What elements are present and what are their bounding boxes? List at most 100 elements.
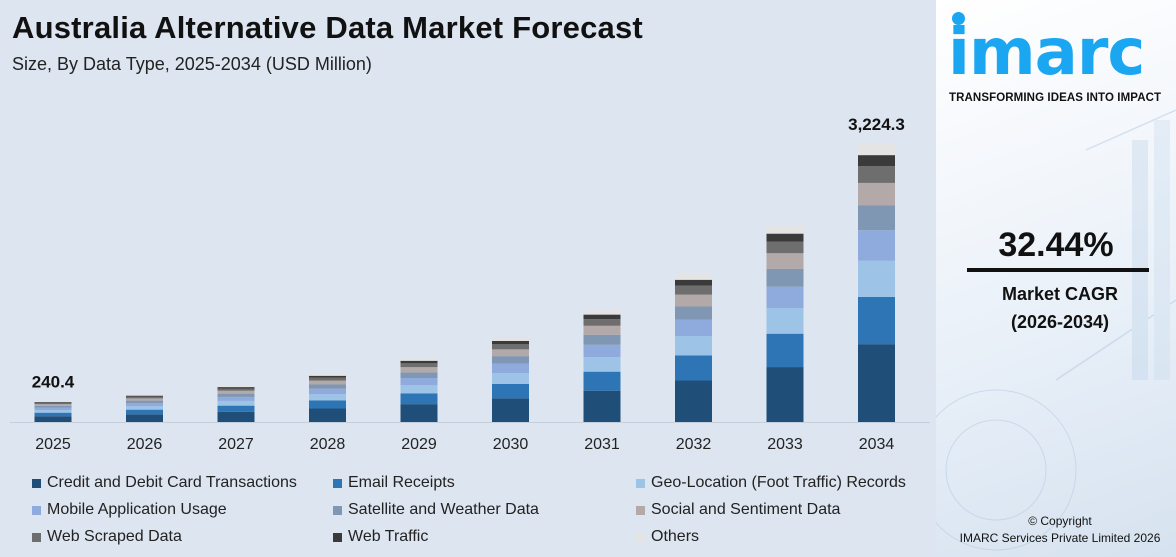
legend-item: Geo-Location (Foot Traffic) Records (636, 474, 906, 492)
copyright-owner: IMARC Services Private Limited 2026 (959, 531, 1161, 545)
bar-segment (583, 357, 621, 372)
x-tick-label: 2028 (310, 436, 346, 453)
bar-segment (217, 396, 255, 401)
bar-segment (492, 349, 529, 357)
bar-segment (400, 358, 438, 361)
bar-segment (583, 334, 621, 345)
bar-segment (675, 285, 712, 295)
legend-item: Satellite and Weather Data (333, 501, 539, 519)
bar-segment (492, 344, 529, 350)
logo-wordmark: imarc (948, 16, 1145, 90)
bar-segment (583, 319, 621, 326)
bar-segment (858, 205, 895, 231)
bar-segment (766, 308, 804, 334)
legend-item: Social and Sentiment Data (636, 501, 840, 519)
bar-segment (583, 390, 621, 422)
bar-segment (126, 406, 163, 410)
x-tick-label: 2030 (493, 436, 529, 453)
bar-segment (766, 233, 804, 242)
bar-segment (217, 400, 255, 406)
bar-segment (675, 279, 712, 286)
bar-segment (858, 296, 895, 345)
bar-segment (858, 166, 895, 183)
legend-label: Social and Sentiment Data (651, 501, 841, 518)
bar-segment (34, 405, 72, 408)
bar-segment (126, 400, 163, 404)
tagline: TRANSFORMING IDEAS INTO IMPACT (949, 92, 1162, 104)
bar-segment (126, 403, 163, 407)
bar-segment (309, 377, 346, 381)
bar-segment (400, 367, 438, 373)
legend-swatch (32, 505, 41, 515)
bar-segment (858, 260, 895, 297)
decorative-background (936, 109, 1176, 551)
bar-segment (217, 411, 255, 422)
bar-segment (34, 402, 72, 405)
legend-swatch (333, 478, 342, 488)
bar-segment (126, 414, 163, 422)
x-tick-label: 2027 (218, 436, 254, 453)
legend-swatch (636, 532, 645, 542)
legend-label: Geo-Location (Foot Traffic) Records (651, 474, 906, 491)
legend-label: Web Scraped Data (47, 528, 182, 545)
bar-segment (217, 393, 255, 397)
cagr-period: (2026-2034) (1010, 312, 1110, 332)
x-tick-label: 2026 (127, 436, 163, 453)
data-label: 3,224.3 (848, 115, 905, 134)
bar-segment (34, 404, 72, 406)
bar-segment (858, 182, 895, 206)
chart-legend: Credit and Debit Card Transactions Email … (32, 474, 932, 554)
legend-swatch (636, 505, 645, 515)
bar-segment (309, 380, 346, 385)
bar-segment (217, 405, 255, 412)
bar-segment (309, 373, 346, 376)
bar-segment (400, 363, 438, 368)
legend-label: Credit and Debit Card Transactions (47, 474, 297, 491)
bar-segment (583, 325, 621, 335)
bar-segment (858, 155, 895, 167)
bar-segment (34, 412, 72, 417)
bar-segment (583, 314, 621, 320)
bar-segment (400, 385, 438, 394)
legend-swatch (32, 532, 41, 542)
bar-segment (492, 356, 529, 364)
legend-swatch (636, 478, 645, 488)
sidebar-panel: imarc TRANSFORMING IDEAS INTO IMPACT 32.… (936, 0, 1176, 557)
bar-segment (309, 408, 346, 422)
bar-segment (858, 144, 895, 156)
stacked-bar-chart: 2025 2026 2027 2028 2029 2030 2031 2032 2033 2034… (10, 115, 930, 453)
bar-segment (675, 306, 712, 320)
cagr-label: Market CAGR (1001, 284, 1119, 304)
x-tick-label: 2029 (401, 436, 437, 453)
bar-segment (34, 401, 72, 403)
legend-label: Web Traffic (348, 528, 429, 545)
bar-segment (309, 375, 346, 378)
bar-segment (309, 400, 346, 409)
logo-dot-icon (952, 12, 965, 25)
chart-title: Australia Alternative Data Market Foreca… (12, 10, 643, 45)
bar-segment (583, 344, 621, 358)
bar-segment (492, 337, 529, 341)
bar-segment (126, 395, 163, 397)
bar-segment (492, 340, 529, 345)
bar-segment (126, 394, 163, 396)
data-label: 240.4 (32, 372, 75, 391)
bar-segment (583, 310, 621, 315)
imarc-logo: imarc (948, 10, 1172, 88)
bar-segment (492, 398, 529, 422)
legend-swatch (333, 505, 342, 515)
bar-segment (492, 363, 529, 374)
chart-subtitle: Size, By Data Type, 2025-2034 (USD Milli… (12, 54, 372, 74)
bar-segment (400, 393, 438, 405)
bar-segment (675, 336, 712, 356)
bar-segment (34, 407, 72, 410)
bar-segment (309, 394, 346, 401)
legend-item: Web Scraped Data (32, 528, 182, 546)
bar-segment (675, 380, 712, 422)
legend-item: Credit and Debit Card Transactions (32, 474, 297, 492)
bar-segment (858, 230, 895, 261)
bar-segment (766, 253, 804, 269)
bar-segment (766, 225, 804, 234)
cagr-divider (967, 268, 1149, 272)
bar-segment (400, 372, 438, 378)
